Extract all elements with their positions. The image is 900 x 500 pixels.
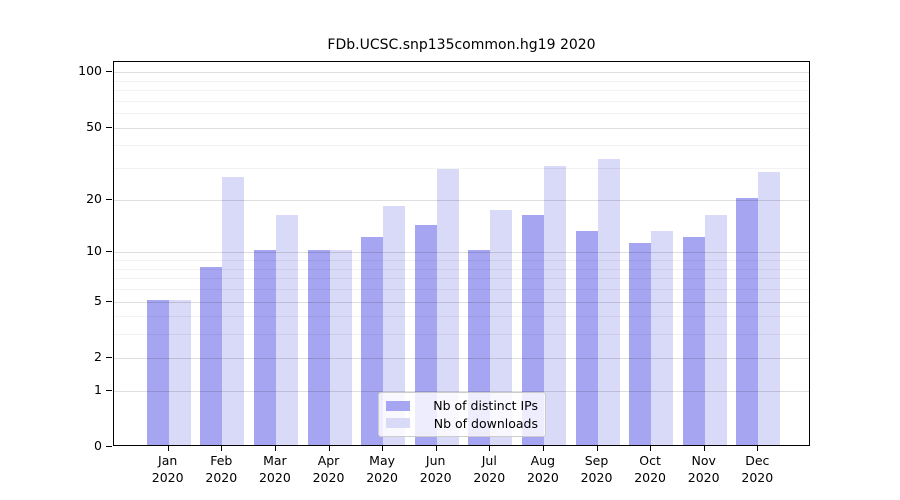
- x-tick-mark-nov: [703, 446, 705, 451]
- y-tick-label-10: 10: [86, 243, 102, 259]
- bar-ips-oct: [629, 243, 652, 445]
- legend-swatch-ips: [386, 400, 410, 411]
- legend-label-ips: Nb of distinct IPs: [433, 398, 538, 414]
- y-tick-label-50: 50: [86, 118, 102, 134]
- x-tick-label-aug: Aug 2020: [526, 453, 559, 485]
- bar-downloads-oct: [651, 230, 674, 445]
- y-tick-mark-100: [106, 71, 112, 73]
- x-tick-label-feb: Feb 2020: [205, 453, 238, 485]
- bar-downloads-may: [383, 205, 406, 445]
- chart-title: FDb.UCSC.snp135common.hg19 2020: [327, 37, 596, 53]
- bar-downloads-jan: [168, 299, 191, 445]
- bar-downloads-dec: [758, 171, 781, 445]
- bar-ips-may: [361, 236, 384, 445]
- x-tick-label-nov: Nov 2020: [687, 453, 720, 485]
- x-tick-mark-apr: [328, 446, 330, 451]
- x-tick-mark-jun: [435, 446, 437, 451]
- bar-ips-nov: [682, 236, 705, 445]
- legend-swatch-downloads: [386, 418, 410, 429]
- bars-layer: [114, 62, 809, 445]
- x-tick-mark-feb: [221, 446, 223, 451]
- y-tick-mark-10: [106, 251, 112, 253]
- y-tick-label-1: 1: [94, 381, 102, 397]
- y-tick-label-100: 100: [78, 63, 102, 79]
- x-tick-mark-jan: [167, 446, 169, 451]
- y-tick-mark-20: [106, 198, 112, 200]
- legend: Nb of distinct IPs Nb of downloads: [378, 392, 546, 437]
- bar-downloads-sep: [597, 158, 620, 445]
- y-tick-mark-0: [106, 446, 112, 447]
- y-tick-label-5: 5: [94, 292, 102, 308]
- bar-ips-sep: [575, 230, 598, 445]
- bar-downloads-nov: [704, 214, 727, 445]
- y-tick-mark-1: [106, 389, 112, 391]
- bar-downloads-mar: [275, 214, 298, 445]
- x-tick-label-oct: Oct 2020: [634, 453, 666, 485]
- x-tick-label-mar: Mar 2020: [258, 453, 291, 485]
- bar-ips-dec: [736, 197, 759, 445]
- bar-ips-mar: [253, 250, 276, 445]
- legend-item-ips: Nb of distinct IPs: [386, 398, 538, 413]
- legend-item-downloads: Nb of downloads: [386, 416, 538, 431]
- bar-downloads-apr: [329, 250, 352, 445]
- y-tick-mark-5: [106, 300, 112, 302]
- x-tick-label-dec: Dec 2020: [741, 453, 774, 485]
- bar-ips-apr: [307, 250, 330, 445]
- y-tick-mark-2: [106, 356, 112, 358]
- bar-ips-jan: [146, 299, 169, 445]
- bar-ips-feb: [200, 266, 223, 445]
- y-tick-label-0: 0: [94, 438, 102, 453]
- x-tick-label-jul: Jul 2020: [473, 453, 506, 485]
- x-tick-mark-dec: [757, 446, 759, 451]
- y-tick-label-2: 2: [94, 348, 102, 364]
- legend-label-downloads: Nb of downloads: [433, 415, 538, 431]
- y-tick-mark-50: [106, 126, 112, 128]
- y-tick-label-20: 20: [86, 190, 102, 206]
- x-tick-label-jan: Jan 2020: [151, 453, 184, 485]
- bar-downloads-jun: [436, 168, 459, 445]
- x-tick-mark-mar: [274, 446, 276, 451]
- x-tick-label-apr: Apr 2020: [312, 453, 345, 485]
- x-tick-label-jun: Jun 2020: [419, 453, 452, 485]
- x-tick-mark-sep: [596, 446, 598, 451]
- x-tick-label-may: May 2020: [366, 453, 398, 485]
- bar-downloads-aug: [543, 166, 566, 445]
- x-tick-mark-may: [382, 446, 384, 451]
- bar-downloads-jul: [490, 210, 513, 445]
- x-tick-mark-oct: [650, 446, 652, 451]
- bar-ips-jun: [414, 225, 437, 445]
- bar-ips-aug: [521, 214, 544, 445]
- x-tick-mark-jul: [489, 446, 491, 451]
- bar-downloads-feb: [222, 177, 245, 445]
- x-tick-mark-aug: [542, 446, 544, 451]
- x-tick-label-sep: Sep 2020: [580, 453, 613, 485]
- plot-area: Nb of distinct IPs Nb of downloads: [113, 61, 810, 446]
